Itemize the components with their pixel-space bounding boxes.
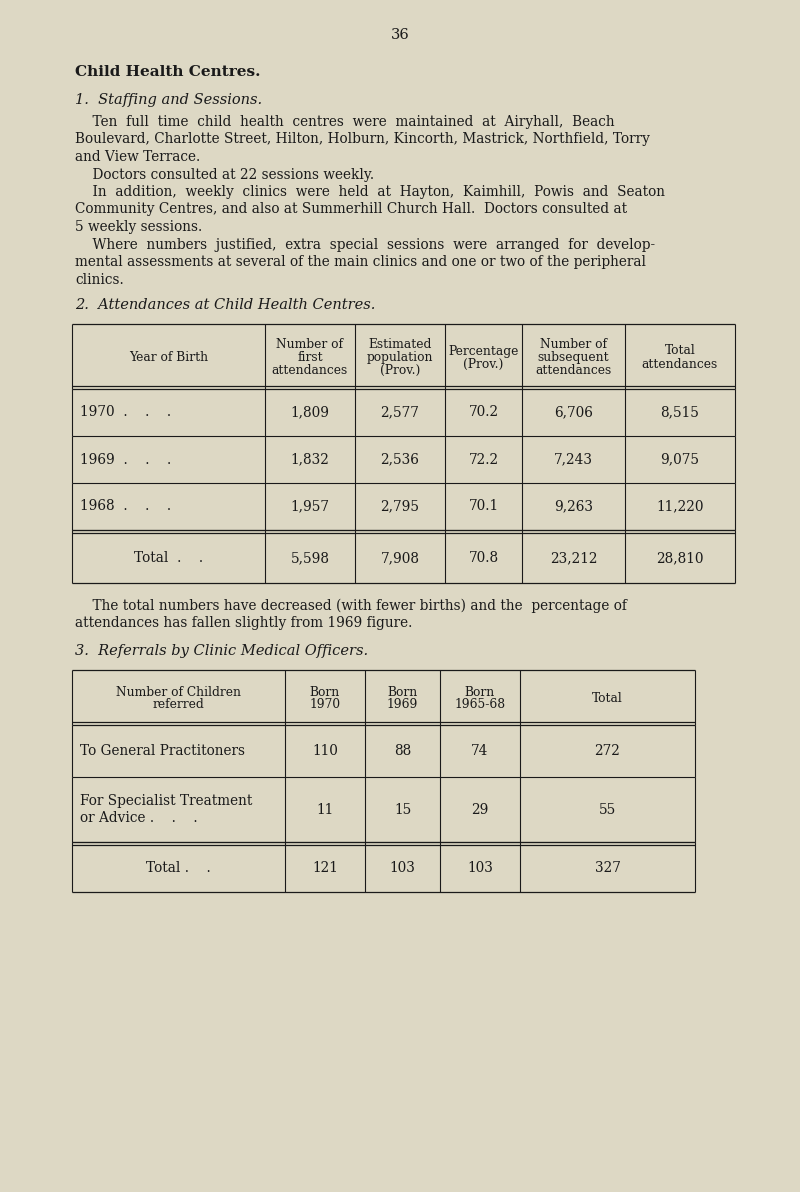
Text: 70.2: 70.2 <box>469 405 498 420</box>
Text: Estimated: Estimated <box>368 339 432 350</box>
Text: Year of Birth: Year of Birth <box>129 350 208 364</box>
Text: (Prov.): (Prov.) <box>380 364 420 377</box>
Text: Total .    .: Total . . <box>146 862 211 875</box>
Text: or Advice .    .    .: or Advice . . . <box>80 811 198 825</box>
Text: 1,957: 1,957 <box>290 499 330 514</box>
Text: attendances: attendances <box>535 364 612 377</box>
Text: 6,706: 6,706 <box>554 405 593 420</box>
Text: 28,810: 28,810 <box>656 551 704 565</box>
Text: 72.2: 72.2 <box>469 453 498 466</box>
Text: 1969: 1969 <box>387 699 418 712</box>
Text: Percentage: Percentage <box>448 344 518 358</box>
Text: Number of: Number of <box>540 339 607 350</box>
Text: 1965-68: 1965-68 <box>454 699 506 712</box>
Text: 272: 272 <box>594 744 621 758</box>
Text: Number of: Number of <box>277 339 343 350</box>
Text: first: first <box>297 350 323 364</box>
Text: In  addition,  weekly  clinics  were  held  at  Hayton,  Kaimhill,  Powis  and  : In addition, weekly clinics were held at… <box>75 185 665 199</box>
Text: 23,212: 23,212 <box>550 551 598 565</box>
Text: referred: referred <box>153 699 204 712</box>
Text: attendances: attendances <box>272 364 348 377</box>
Text: Born: Born <box>387 685 418 699</box>
Text: 1970: 1970 <box>310 699 341 712</box>
Text: 103: 103 <box>390 862 415 875</box>
Text: For Specialist Treatment: For Specialist Treatment <box>80 795 252 808</box>
Text: 327: 327 <box>594 862 621 875</box>
Text: Born: Born <box>465 685 495 699</box>
Text: 70.1: 70.1 <box>469 499 498 514</box>
Text: The total numbers have decreased (with fewer births) and the  percentage of: The total numbers have decreased (with f… <box>75 600 627 614</box>
Text: Total: Total <box>665 344 695 358</box>
Text: 2,536: 2,536 <box>381 453 419 466</box>
Text: 9,263: 9,263 <box>554 499 593 514</box>
Text: 110: 110 <box>312 744 338 758</box>
Text: 1.  Staffing and Sessions.: 1. Staffing and Sessions. <box>75 93 262 107</box>
Text: Child Health Centres.: Child Health Centres. <box>75 66 261 79</box>
Text: Doctors consulted at 22 sessions weekly.: Doctors consulted at 22 sessions weekly. <box>75 168 374 181</box>
Text: Where  numbers  justified,  extra  special  sessions  were  arranged  for  devel: Where numbers justified, extra special s… <box>75 237 655 252</box>
Text: 36: 36 <box>390 27 410 42</box>
Text: 70.8: 70.8 <box>469 551 498 565</box>
Text: 1,832: 1,832 <box>290 453 330 466</box>
Text: 8,515: 8,515 <box>661 405 699 420</box>
Text: 2.  Attendances at Child Health Centres.: 2. Attendances at Child Health Centres. <box>75 298 375 312</box>
Text: 3.  Referrals by Clinic Medical Officers.: 3. Referrals by Clinic Medical Officers. <box>75 644 368 658</box>
Text: 1968  .    .    .: 1968 . . . <box>80 499 171 514</box>
Text: 1,809: 1,809 <box>290 405 330 420</box>
Text: 1970  .    .    .: 1970 . . . <box>80 405 171 420</box>
Text: 29: 29 <box>471 802 489 817</box>
Text: 11,220: 11,220 <box>656 499 704 514</box>
Text: 7,908: 7,908 <box>381 551 419 565</box>
Text: To General Practitoners: To General Practitoners <box>80 744 245 758</box>
Text: Total: Total <box>592 693 623 704</box>
Text: 55: 55 <box>599 802 616 817</box>
Text: Community Centres, and also at Summerhill Church Hall.  Doctors consulted at: Community Centres, and also at Summerhil… <box>75 203 627 217</box>
Text: Number of Children: Number of Children <box>116 685 241 699</box>
Text: 121: 121 <box>312 862 338 875</box>
Text: 2,795: 2,795 <box>381 499 419 514</box>
Text: Total  .    .: Total . . <box>134 551 203 565</box>
Text: 88: 88 <box>394 744 411 758</box>
Text: and View Terrace.: and View Terrace. <box>75 150 200 164</box>
Text: (Prov.): (Prov.) <box>463 358 504 371</box>
Text: Born: Born <box>310 685 340 699</box>
Text: 15: 15 <box>394 802 411 817</box>
Text: 7,243: 7,243 <box>554 453 593 466</box>
Text: 1969  .    .    .: 1969 . . . <box>80 453 171 466</box>
Text: population: population <box>366 350 434 364</box>
Text: 2,577: 2,577 <box>381 405 419 420</box>
Text: attendances has fallen slightly from 1969 figure.: attendances has fallen slightly from 196… <box>75 616 412 631</box>
Text: Ten  full  time  child  health  centres  were  maintained  at  Airyhall,  Beach: Ten full time child health centres were … <box>75 114 614 129</box>
Text: 5,598: 5,598 <box>290 551 330 565</box>
Text: 103: 103 <box>467 862 493 875</box>
Text: Boulevard, Charlotte Street, Hilton, Holburn, Kincorth, Mastrick, Northfield, To: Boulevard, Charlotte Street, Hilton, Hol… <box>75 132 650 147</box>
Text: 74: 74 <box>471 744 489 758</box>
Text: subsequent: subsequent <box>538 350 610 364</box>
Text: 11: 11 <box>316 802 334 817</box>
Text: 9,075: 9,075 <box>661 453 699 466</box>
Text: 5 weekly sessions.: 5 weekly sessions. <box>75 221 202 234</box>
Text: attendances: attendances <box>642 358 718 371</box>
Text: clinics.: clinics. <box>75 273 124 286</box>
Text: mental assessments at several of the main clinics and one or two of the peripher: mental assessments at several of the mai… <box>75 255 646 269</box>
